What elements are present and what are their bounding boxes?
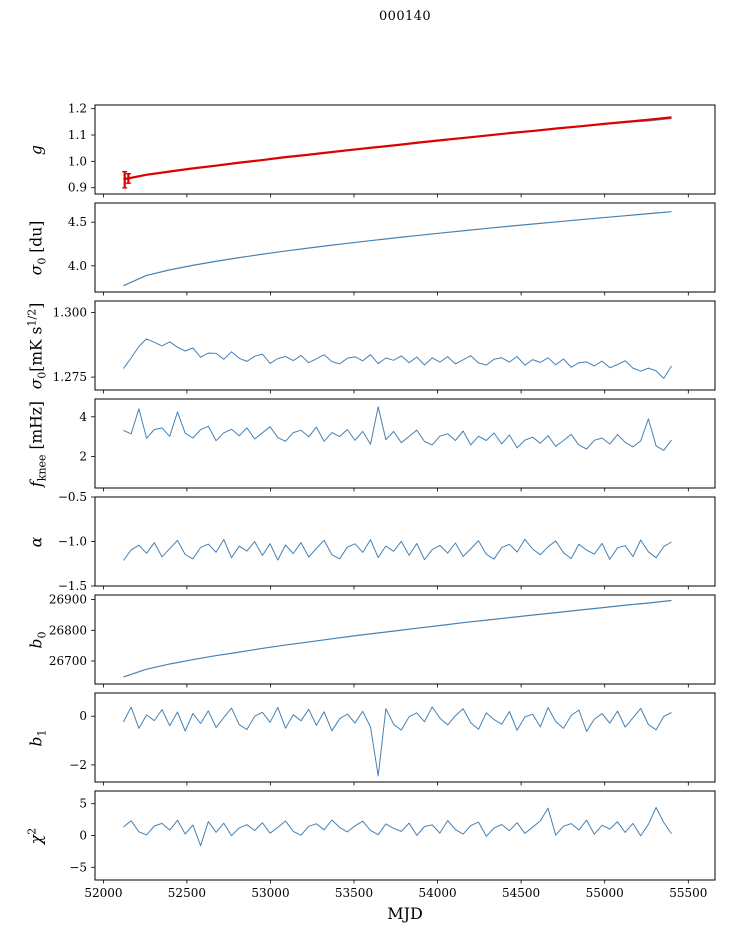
y-axis-label-b0: b0: [27, 631, 49, 648]
svg-text:55000: 55000: [586, 886, 624, 900]
figure-title: 000140: [378, 9, 432, 24]
panel-stack: g 0.9 1.0 1.1 1.2 σ0 [du] 4.0 4.5 σ0[mK s1/2…: [25, 102, 716, 900]
svg-text:4.0: 4.0: [68, 259, 87, 273]
panel-chi2: χ2 −5 0 5 52000 52500 53000 53500 54000 54500 550…: [25, 790, 716, 900]
panel-sigma0-mk: σ0[mK s1/2] 1.275 1.300: [25, 300, 716, 394]
svg-text:0: 0: [79, 709, 87, 723]
plot-area-fknee: 24: [79, 398, 716, 492]
svg-text:26900: 26900: [49, 593, 87, 607]
plot-area-b0: 26700 26800 26900: [49, 593, 716, 688]
y-axis-label-alpha: α: [27, 536, 46, 547]
plot-area-sigma0-du: 4.0 4.5: [68, 202, 716, 296]
panel-alpha: α −1.5 −1.0 −0.5: [28, 490, 716, 593]
svg-text:54000: 54000: [419, 886, 457, 900]
y-axis-label-fknee: fknee [mHz]: [27, 400, 49, 487]
svg-text:−1.0: −1.0: [58, 535, 87, 549]
panel-b1: b1 −2 0: [28, 692, 716, 786]
x-axis-label: MJD: [387, 904, 423, 923]
svg-text:52000: 52000: [84, 886, 122, 900]
svg-text:−0.5: −0.5: [58, 490, 87, 504]
svg-text:26700: 26700: [49, 654, 87, 668]
svg-text:4.5: 4.5: [68, 215, 87, 229]
svg-text:−2: −2: [69, 758, 87, 772]
svg-text:−5: −5: [69, 860, 87, 874]
y-axis-label-sigma0-mk: σ0[mK s1/2]: [25, 302, 49, 389]
panel-gain: g 0.9 1.0 1.1 1.2: [28, 102, 716, 198]
svg-text:−1.5: −1.5: [58, 579, 87, 593]
y-axis-label-chi2: χ2: [25, 827, 46, 844]
plot-area-alpha: −1.5 −1.0 −0.5: [58, 490, 716, 593]
svg-text:1.300: 1.300: [53, 306, 87, 320]
svg-text:2: 2: [79, 449, 87, 463]
svg-text:5: 5: [79, 797, 87, 811]
svg-text:55500: 55500: [669, 886, 707, 900]
svg-text:1.1: 1.1: [68, 128, 87, 142]
svg-text:1.0: 1.0: [68, 154, 87, 168]
panel-sigma0-du: σ0 [du] 4.0 4.5: [28, 202, 716, 296]
svg-text:1.2: 1.2: [68, 102, 87, 116]
svg-text:26800: 26800: [49, 623, 87, 637]
svg-text:0: 0: [79, 829, 87, 843]
svg-text:53000: 53000: [251, 886, 289, 900]
panel-b0: b0 26700 26800 26900: [28, 593, 716, 688]
y-axis-label-gain: g: [27, 144, 46, 155]
svg-text:54500: 54500: [502, 886, 540, 900]
svg-text:53500: 53500: [335, 886, 373, 900]
svg-text:52500: 52500: [168, 886, 206, 900]
y-axis-label-sigma0-du: σ0 [du]: [27, 220, 49, 275]
svg-text:0.9: 0.9: [68, 181, 87, 195]
svg-text:4: 4: [79, 410, 87, 424]
plot-area-b1: −2 0: [69, 692, 716, 786]
plot-area-sigma0-mk: 1.275 1.300: [53, 300, 716, 394]
y-axis-label-b1: b1: [27, 729, 49, 746]
plot-area-chi2: −5 0 5 52000 52500 53000 53500 54000 54500 55000 5…: [69, 790, 716, 900]
plot-area-gain: 0.9 1.0 1.1 1.2: [68, 102, 716, 198]
svg-text:1.275: 1.275: [53, 370, 87, 384]
